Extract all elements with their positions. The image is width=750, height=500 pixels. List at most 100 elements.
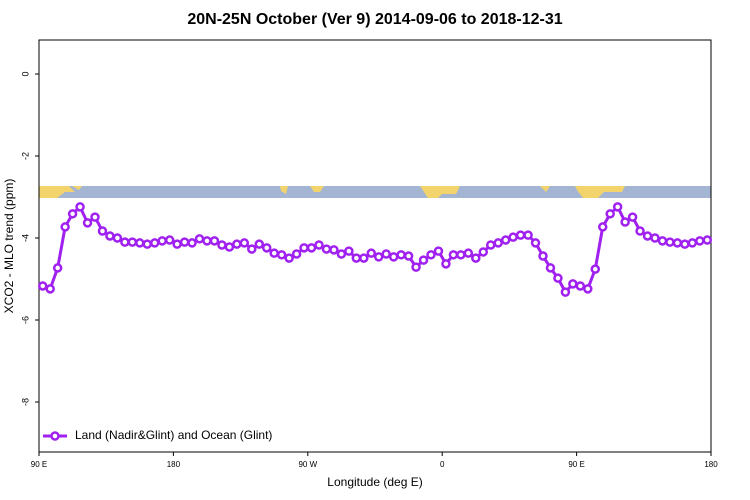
data-point xyxy=(381,249,391,259)
x-tick-label: 90 E xyxy=(31,460,47,469)
x-axis-label: Longitude (deg E) xyxy=(327,475,422,489)
data-point xyxy=(284,253,294,263)
chart-title: 20N-25N October (Ver 9) 2014-09-06 to 20… xyxy=(187,11,562,28)
data-point xyxy=(583,284,593,294)
data-point xyxy=(597,222,608,232)
data-point xyxy=(523,230,533,240)
y-tick-label: 0 xyxy=(21,72,31,77)
data-point xyxy=(627,212,638,222)
data-point xyxy=(217,240,227,250)
x-tick-label: 180 xyxy=(167,460,181,469)
data-point xyxy=(657,236,668,246)
x-tick-label: 0 xyxy=(440,460,445,469)
y-tick-label: -2 xyxy=(21,152,31,160)
data-point xyxy=(418,255,429,265)
data-point xyxy=(560,287,571,297)
data-point xyxy=(448,250,459,260)
data-point xyxy=(612,202,623,212)
data-point xyxy=(672,238,683,248)
data-point xyxy=(575,281,586,291)
data-point xyxy=(45,284,55,294)
data-point xyxy=(209,236,220,246)
data-point xyxy=(149,238,160,248)
data-point xyxy=(590,264,601,274)
data-point xyxy=(261,243,272,253)
y-axis-label: XCO2 - MLO trend (ppm) xyxy=(2,179,16,314)
data-point xyxy=(545,263,556,273)
data-point xyxy=(508,232,518,242)
data-point xyxy=(426,250,436,260)
data-point xyxy=(553,273,563,283)
data-point xyxy=(179,237,190,247)
data-point xyxy=(493,238,503,248)
data-point xyxy=(620,217,630,227)
data-point xyxy=(202,236,212,246)
data-point xyxy=(500,235,511,245)
data-point xyxy=(135,238,145,248)
data-point xyxy=(411,262,421,272)
data-point xyxy=(142,239,153,249)
data-point xyxy=(515,230,526,240)
data-point xyxy=(635,226,645,236)
data-point xyxy=(605,209,615,219)
data-point xyxy=(60,222,70,232)
data-point xyxy=(471,253,481,263)
data-point xyxy=(321,244,332,254)
data-point xyxy=(97,226,108,236)
data-point xyxy=(650,233,660,243)
data-point xyxy=(75,202,85,212)
data-point xyxy=(37,281,48,291)
data-point xyxy=(478,247,489,257)
data-point xyxy=(441,259,451,269)
data-point xyxy=(568,279,578,289)
data-point xyxy=(695,236,705,246)
data-point xyxy=(351,253,362,263)
data-point xyxy=(157,236,167,246)
y-tick-label: -6 xyxy=(21,316,31,324)
data-point xyxy=(82,218,93,228)
x-tick-label: 90 W xyxy=(298,460,317,469)
data-point xyxy=(239,238,250,248)
data-point xyxy=(306,243,317,253)
data-point xyxy=(388,252,399,262)
data-point xyxy=(120,237,130,247)
data-point xyxy=(52,263,63,273)
data-point xyxy=(485,240,496,250)
data-point xyxy=(247,244,257,254)
data-point xyxy=(90,212,100,222)
data-point xyxy=(687,238,698,248)
legend-marker xyxy=(50,431,60,441)
data-point xyxy=(530,238,541,248)
data-point xyxy=(396,250,406,260)
data-point xyxy=(105,231,115,241)
data-point xyxy=(314,240,324,250)
x-tick-label: 90 E xyxy=(568,460,584,469)
data-point xyxy=(112,233,123,243)
y-tick-label: -8 xyxy=(21,398,31,406)
data-point xyxy=(665,237,675,247)
data-point xyxy=(463,248,474,258)
data-point xyxy=(254,239,265,249)
data-point xyxy=(359,253,369,263)
data-point xyxy=(164,235,175,245)
data-point xyxy=(456,250,466,260)
data-point xyxy=(538,251,548,261)
data-point xyxy=(67,209,78,219)
data-point xyxy=(366,248,377,258)
data-point xyxy=(642,231,653,241)
data-point xyxy=(127,237,138,247)
data-point xyxy=(276,250,287,260)
legend-label: Land (Nadir&Glint) and Ocean (Glint) xyxy=(75,428,272,442)
data-point xyxy=(329,245,339,255)
data-point xyxy=(187,238,197,248)
series-line xyxy=(42,204,708,295)
data-point xyxy=(194,234,205,244)
map-strip xyxy=(39,186,711,198)
data-point xyxy=(680,239,690,249)
data-point xyxy=(224,242,235,252)
data-point xyxy=(433,246,444,256)
y-tick-label: -4 xyxy=(21,234,31,242)
data-point xyxy=(336,249,347,259)
data-point xyxy=(269,248,279,258)
